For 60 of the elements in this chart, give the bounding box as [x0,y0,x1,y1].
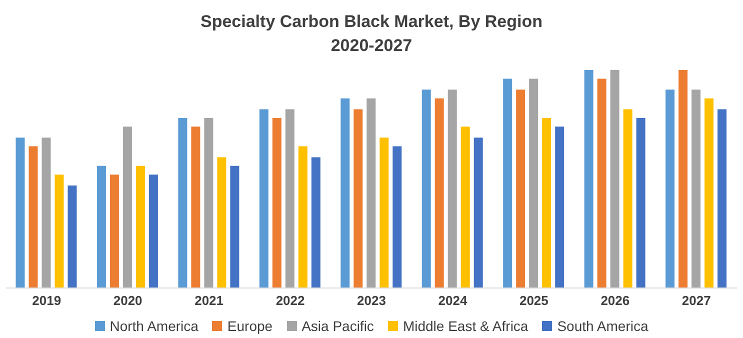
bar [204,118,214,288]
bar [28,146,38,288]
bar [298,146,308,288]
bar [272,118,282,288]
legend-label: Middle East & Africa [402,318,528,334]
bar [230,166,240,288]
legend-label: North America [110,318,198,334]
bar [96,166,106,288]
x-tick-label: 2026 [600,293,630,308]
bar [434,98,444,288]
bar [54,174,64,288]
legend-label: Europe [227,318,273,334]
bar [340,98,350,288]
x-tick-label: 2020 [113,293,142,308]
bar [448,90,457,288]
bar [529,78,538,288]
bar [422,90,431,288]
x-tick-label: 2022 [276,293,305,308]
x-tick-label: 2024 [438,293,468,308]
bar [217,157,226,288]
bar [460,126,470,288]
bar [16,138,25,288]
bar [259,109,268,288]
bar [636,118,646,288]
bar [191,126,200,288]
x-tick-label: 2025 [519,293,548,308]
bar [178,118,188,288]
bar [555,126,564,288]
bar [542,118,552,288]
bar [718,109,727,288]
x-tick-label: 2027 [682,293,711,308]
bar [516,90,526,288]
bar [42,138,51,288]
x-tick-label: 2019 [32,293,62,308]
bar [597,78,606,288]
x-tick-label: 2021 [194,293,224,308]
bar [503,78,512,288]
bar [584,70,594,288]
bar [354,109,363,288]
bar [110,174,119,288]
bar [122,126,132,288]
bar [148,174,158,288]
bar [136,166,145,288]
bar [692,90,701,288]
bar [474,138,483,288]
legend-label: South America [557,318,648,334]
x-tick-label: 2023 [357,293,386,308]
bar [678,70,688,288]
bar [311,157,320,288]
bar [380,138,389,288]
bar [392,146,402,288]
bar [704,98,714,288]
bar [666,90,675,288]
bar [366,98,376,288]
bar [623,109,632,288]
bar [610,70,620,288]
chart-title: Specialty Carbon Black Market, By Region 2020-2027 [200,11,543,57]
bar [68,186,77,288]
legend-label: Asia Pacific [302,318,374,334]
bar [285,109,294,288]
